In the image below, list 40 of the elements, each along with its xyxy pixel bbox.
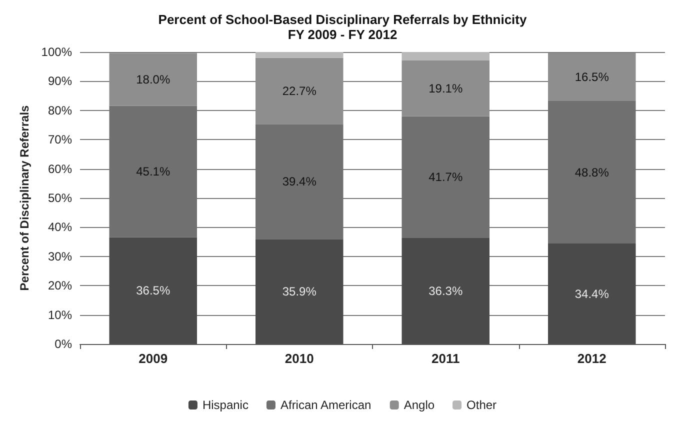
- bar: [402, 52, 490, 60]
- data-label: 48.8%: [574, 165, 610, 180]
- y-tick-label: 70%: [48, 132, 72, 147]
- y-tick-label: 80%: [48, 103, 72, 118]
- chart-subtitle: FY 2009 - FY 2012: [288, 27, 398, 42]
- bar: [256, 52, 344, 58]
- x-tick-label: 2011: [432, 351, 460, 366]
- legend-label: Anglo: [404, 398, 435, 412]
- bar: [548, 52, 636, 102]
- y-tick-label: 50%: [48, 191, 72, 205]
- y-tick-label: 30%: [48, 249, 72, 264]
- bar: [402, 60, 490, 116]
- data-label: 41.7%: [428, 170, 463, 184]
- bar: [109, 53, 197, 106]
- y-tick-label: 20%: [48, 278, 72, 293]
- data-label: 45.1%: [136, 164, 170, 179]
- data-label: 36.5%: [136, 284, 170, 298]
- y-tick-label: 40%: [48, 220, 72, 234]
- x-tick-label: 2010: [284, 351, 314, 366]
- data-label: 18.0%: [136, 72, 170, 86]
- data-label: 35.9%: [282, 284, 317, 299]
- y-tick-label: 60%: [48, 162, 72, 176]
- data-label: 22.7%: [282, 84, 317, 98]
- legend-label: African American: [280, 398, 372, 412]
- data-label: 36.3%: [428, 284, 463, 298]
- legend-label: Other: [466, 398, 497, 412]
- y-tick-label: 100%: [41, 45, 72, 59]
- x-tick-label: 2009: [138, 351, 168, 366]
- y-axis-title: Percent of Disciplinary Referrals: [17, 104, 32, 291]
- chart-title: Percent of School-Based Disciplinary Referrals by Ethnicity: [158, 12, 528, 27]
- data-label: 16.5%: [574, 70, 610, 84]
- data-label: 34.4%: [574, 286, 610, 301]
- y-tick-label: 0%: [54, 337, 72, 351]
- legend-label: Hispanic: [202, 398, 248, 412]
- y-tick-label: 90%: [48, 74, 72, 88]
- data-label: 39.4%: [282, 174, 317, 189]
- data-label: 19.1%: [428, 81, 463, 96]
- y-tick-label: 10%: [48, 308, 72, 322]
- bar: [256, 58, 344, 124]
- x-tick-label: 2012: [577, 351, 606, 366]
